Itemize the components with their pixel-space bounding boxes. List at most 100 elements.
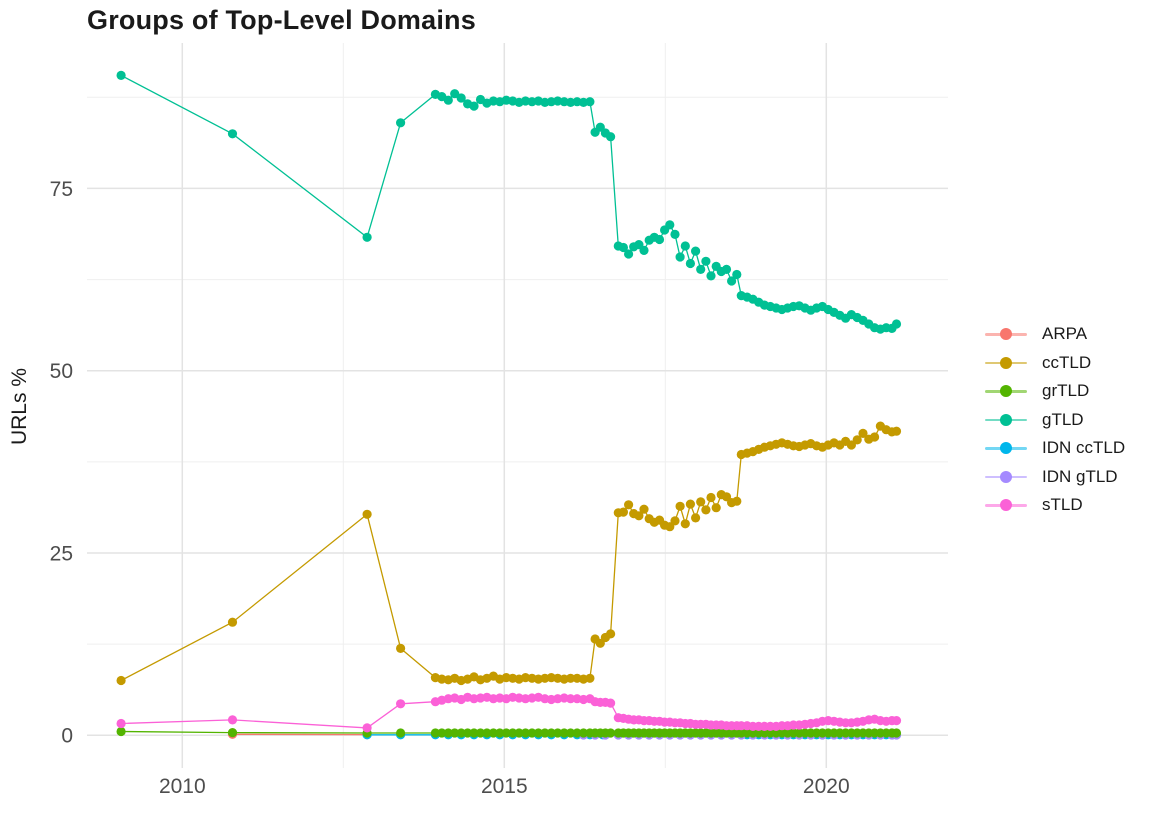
y-tick-label: 25 xyxy=(50,542,73,565)
legend-item-cctld: ccTLD xyxy=(983,349,1125,378)
grtld-point xyxy=(463,728,473,738)
grtld-point xyxy=(450,728,460,738)
stld-point xyxy=(606,698,616,708)
grtld-point xyxy=(559,728,569,738)
series-cctld xyxy=(116,421,902,686)
cctld-point xyxy=(585,673,595,683)
gtld-point xyxy=(654,234,665,245)
grtld-point xyxy=(482,728,492,738)
stld-point xyxy=(566,694,576,704)
y-tick-label: 75 xyxy=(50,178,73,201)
gtld-point xyxy=(675,252,685,262)
series-stld xyxy=(116,692,902,733)
cctld-point xyxy=(680,519,690,529)
cctld-point xyxy=(618,507,629,517)
y-tick-label: 0 xyxy=(61,725,73,748)
gtld-point xyxy=(891,319,902,329)
cctld-point xyxy=(706,492,716,503)
cctld-point xyxy=(634,511,644,521)
legend-label-gtld: gTLD xyxy=(1042,409,1084,429)
series-grtld xyxy=(116,726,902,738)
cctld-point xyxy=(670,516,680,526)
x-tick-label: 2015 xyxy=(481,775,528,798)
grtld-point xyxy=(437,728,447,738)
gtld-legend-key-icon xyxy=(983,413,1029,426)
grtld-point xyxy=(566,728,576,738)
cctld-point xyxy=(870,432,880,442)
cctld-point xyxy=(362,509,372,519)
legend-item-grtld: grTLD xyxy=(983,377,1125,406)
legend-label-idn_gtld: IDN gTLD xyxy=(1042,466,1118,486)
grtld-point xyxy=(475,728,486,738)
gtld-point xyxy=(665,220,675,230)
series-arpa xyxy=(227,729,372,740)
gtld-point xyxy=(701,256,711,266)
arpa-legend-key-icon xyxy=(983,328,1029,341)
cctld-point xyxy=(116,675,126,686)
legend-label-idn_cctld: IDN ccTLD xyxy=(1042,438,1126,458)
cctld-point xyxy=(675,501,685,511)
grtld-point xyxy=(578,728,589,738)
stld-point xyxy=(116,718,126,729)
gtld-point xyxy=(443,95,453,105)
legend-item-idn_cctld: IDN ccTLD xyxy=(983,434,1125,463)
gtld-point xyxy=(469,101,479,111)
grtld-point xyxy=(488,728,498,738)
grtld-point xyxy=(527,728,537,738)
gtld-point xyxy=(691,246,701,256)
gtld-point xyxy=(721,264,732,274)
grtld-point xyxy=(546,728,556,738)
cctld-point xyxy=(639,504,649,514)
cctld-point xyxy=(696,497,706,507)
x-tick-label: 2010 xyxy=(159,775,206,798)
grtld-legend-key-icon xyxy=(983,385,1029,398)
stld-legend-key-icon xyxy=(983,499,1029,512)
cctld-point xyxy=(732,496,742,506)
gtld-point xyxy=(456,93,466,103)
chart-title: Groups of Top-Level Domains xyxy=(87,5,476,35)
gtld-point xyxy=(706,271,716,281)
grtld-point xyxy=(495,728,505,738)
cctld-point xyxy=(685,499,696,509)
cctld-point xyxy=(227,617,238,627)
legend: ARPA ccTLD grTLD gTLD IDN ccTLD IDN gTLD sTLD xyxy=(983,320,1125,520)
gtld-point xyxy=(639,245,649,255)
grtld-point xyxy=(540,728,550,738)
cctld-point xyxy=(891,426,902,436)
grtld-point xyxy=(227,728,238,738)
legend-label-grtld: grTLD xyxy=(1042,381,1090,401)
legend-label-stld: sTLD xyxy=(1042,495,1083,515)
gtld-point xyxy=(727,276,737,286)
idn_cctld-legend-key-icon xyxy=(983,442,1029,455)
grtld-point xyxy=(396,728,406,738)
gtld-point xyxy=(618,242,629,253)
grtld-point xyxy=(508,728,518,738)
grtld-point xyxy=(514,728,524,738)
gtld-line xyxy=(120,74,897,330)
legend-item-arpa: ARPA xyxy=(983,320,1125,349)
legend-item-stld: sTLD xyxy=(983,491,1125,520)
stld-point xyxy=(396,699,406,709)
gtld-point xyxy=(680,241,690,251)
stld-point xyxy=(362,723,372,733)
grtld-point xyxy=(572,728,582,738)
gtld-point xyxy=(670,229,680,239)
grtld-point xyxy=(533,728,544,738)
cctld-legend-key-icon xyxy=(983,356,1029,369)
legend-item-gtld: gTLD xyxy=(983,406,1125,435)
grtld-point xyxy=(469,728,479,738)
legend-label-cctld: ccTLD xyxy=(1042,352,1092,372)
grtld-point xyxy=(553,728,563,738)
y-tick-label: 50 xyxy=(50,360,73,383)
gtld-point xyxy=(624,249,634,259)
gtld-point xyxy=(450,89,460,99)
idn_gtld-legend-key-icon xyxy=(983,470,1029,483)
gtld-point xyxy=(116,70,126,80)
cctld-point xyxy=(852,435,862,445)
legend-item-idn_gtld: IDN gTLD xyxy=(983,463,1125,492)
grtld-point xyxy=(501,728,511,738)
stld-point xyxy=(227,715,238,725)
gridlines xyxy=(87,43,948,768)
